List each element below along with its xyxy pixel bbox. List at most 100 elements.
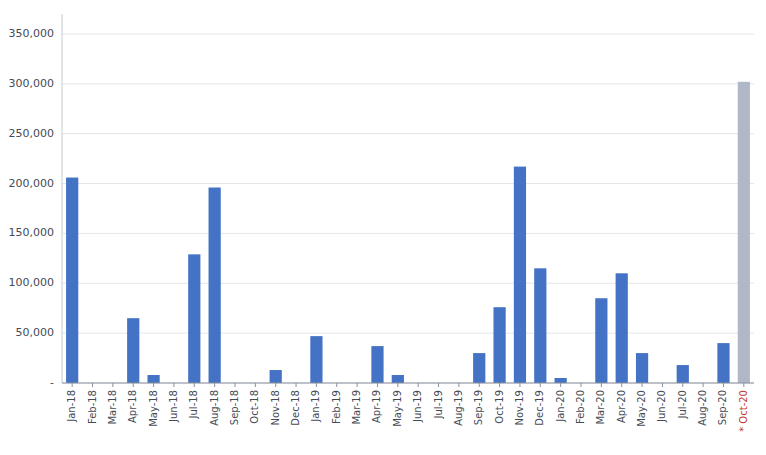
x-tick [72,383,73,387]
x-tick-label: Apr-18 [127,390,138,423]
bar [514,167,526,383]
x-tick [499,383,500,387]
x-tick-label: Jul-18 [188,390,199,419]
bar [595,298,607,383]
y-tick-label: 50,000 [16,326,55,339]
x-tick [316,383,317,387]
bar [127,318,139,383]
x-tick-label: Jun-20 [656,390,667,423]
x-tick [438,383,439,387]
x-tick-label: Nov-19 [514,390,525,426]
x-tick [621,383,622,387]
grid-line [62,233,754,234]
bar [555,378,567,383]
x-tick [723,383,724,387]
x-tick-label: Aug-20 [697,390,708,426]
x-tick [601,383,602,387]
y-tick-label: 350,000 [9,27,55,40]
x-tick-label: Oct-19 [494,390,505,424]
bar [147,375,159,383]
bar [270,370,282,383]
x-tick-label: Mar-19 [351,390,362,425]
y-tick-label: 200,000 [9,177,55,190]
bar [493,307,505,383]
x-tick-label: * Oct-20 [738,390,749,432]
x-tick-label: Dec-19 [534,390,545,426]
x-tick-label: May-19 [392,390,403,427]
x-tick-label: Feb-18 [87,390,98,424]
bar [473,353,485,383]
x-tick [377,383,378,387]
x-tick-label: Jan-18 [66,390,77,423]
bar [371,346,383,383]
x-tick-label: Mar-20 [595,390,606,425]
x-tick [133,383,134,387]
x-tick [458,383,459,387]
bar [209,188,221,383]
y-tick-label: 150,000 [9,226,55,239]
bar [717,343,729,383]
x-tick-label: Apr-19 [371,390,382,423]
grid-line [62,183,754,184]
y-axis-line [62,14,63,383]
bar [616,273,628,383]
x-tick-label: Mar-18 [107,390,118,425]
x-tick [357,383,358,387]
x-tick [296,383,297,387]
x-tick-label: Sep-18 [229,390,240,425]
x-tick-label: Apr-20 [616,390,627,423]
bar [534,268,546,383]
y-tick-label: - [50,376,54,389]
x-tick-label: Feb-20 [575,390,586,424]
x-tick [153,383,154,387]
bars [66,82,750,383]
x-tick [703,383,704,387]
bar [392,375,404,383]
bar [310,336,322,383]
x-tick-label: Nov-18 [270,390,281,426]
bar [188,254,200,383]
x-tick [418,383,419,387]
y-tick-label: 100,000 [9,276,55,289]
x-tick [581,383,582,387]
bar [636,353,648,383]
x-tick [275,383,276,387]
x-tick-label: Jun-18 [168,390,179,423]
x-axis: Jan-18 Feb-18 Mar-18 Apr-18 May-18 Jun-18 Jul-… [62,383,754,432]
x-tick [560,383,561,387]
x-tick-label: May-20 [636,390,647,427]
x-tick-label: Sep-19 [473,390,484,425]
x-tick [173,383,174,387]
y-tick-label: 250,000 [9,127,55,140]
x-tick [743,383,744,387]
x-tick [662,383,663,387]
x-tick [214,383,215,387]
chart: - 50,000 100,000 150,000 200,000 250,000 300,0… [0,0,766,455]
x-tick-label: Sep-20 [717,390,728,425]
x-tick [235,383,236,387]
x-tick-label: Dec-18 [290,390,301,426]
x-tick-label: Feb-19 [331,390,342,424]
grid-line [62,33,754,34]
x-tick [397,383,398,387]
x-tick-label: Aug-18 [209,390,220,426]
x-tick [642,383,643,387]
x-tick-label: Aug-19 [453,390,464,426]
bar [66,178,78,383]
bar [677,365,689,383]
grid-line [62,333,754,334]
x-tick-label: Jun-19 [412,390,423,423]
x-tick [540,383,541,387]
x-tick-label: May-18 [148,390,159,427]
x-axis-line [62,383,754,384]
x-tick [519,383,520,387]
grid-line [62,83,754,84]
y-tick-label: 300,000 [9,77,55,90]
x-tick-label: Jul-20 [677,390,688,419]
x-tick [194,383,195,387]
x-tick [112,383,113,387]
x-tick-label: Jan-20 [555,390,566,423]
x-tick-label: Jul-19 [433,390,444,419]
grid [62,34,754,383]
grid-line [62,283,754,284]
